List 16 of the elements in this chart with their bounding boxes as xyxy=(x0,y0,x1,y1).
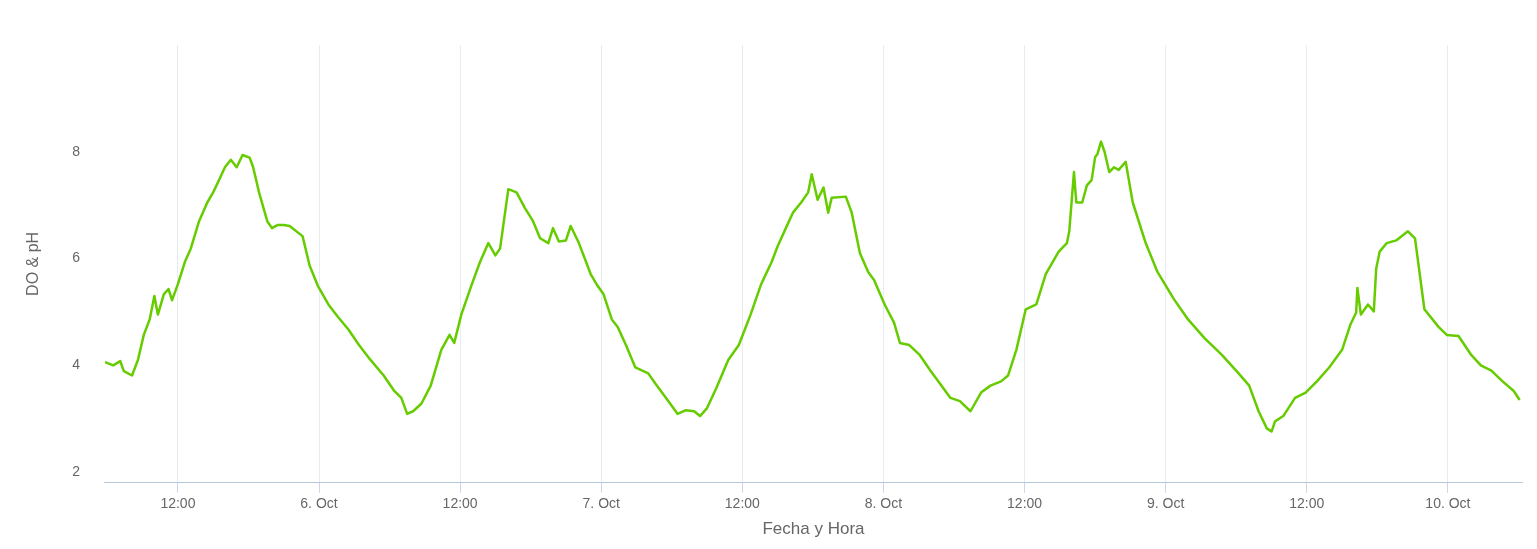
x-tick-label: 12:00 xyxy=(160,495,196,512)
y-tick-label: 2 xyxy=(72,462,81,479)
y-tick-label: 4 xyxy=(72,356,81,373)
y-tick-label: 6 xyxy=(72,249,81,266)
x-tick-label: 7. Oct xyxy=(582,495,621,512)
y-axis-title: DO & pH xyxy=(24,231,42,296)
y-tick-label: 8 xyxy=(72,142,81,159)
x-tick-label: 12:00 xyxy=(724,495,761,512)
x-tick-label: 12:00 xyxy=(442,495,478,512)
x-tick-label: 9. Oct xyxy=(1147,495,1185,512)
x-tick-label: 12:00 xyxy=(1007,495,1043,512)
x-tick-label: 6. Oct xyxy=(300,495,338,512)
x-tick-label: 12:00 xyxy=(1289,495,1325,512)
x-axis-title: Fecha y Hora xyxy=(762,519,866,539)
x-tick-label: 10. Oct xyxy=(1425,495,1471,512)
x-tick-label: 8. Oct xyxy=(864,495,903,512)
